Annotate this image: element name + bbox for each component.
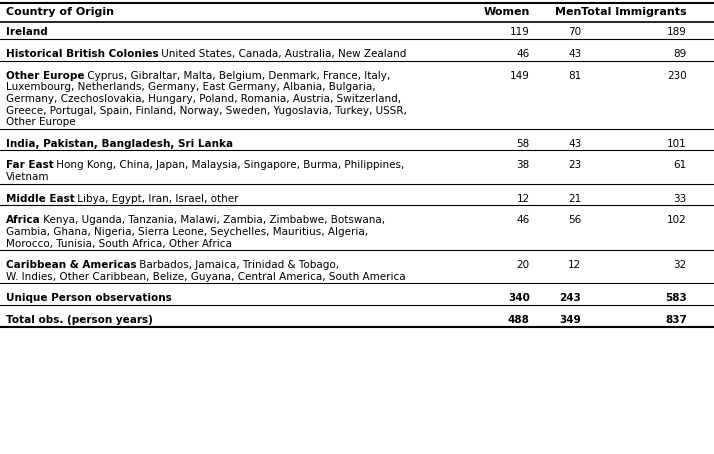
Text: Kenya, Uganda, Tanzania, Malawi, Zambia, Zimbabwe, Botswana,: Kenya, Uganda, Tanzania, Malawi, Zambia,… (41, 215, 386, 225)
Text: Cyprus, Gibraltar, Malta, Belgium, Denmark, France, Italy,: Cyprus, Gibraltar, Malta, Belgium, Denma… (84, 71, 391, 81)
Text: 46: 46 (516, 49, 530, 59)
Text: 20: 20 (517, 260, 530, 270)
Text: 583: 583 (665, 293, 687, 303)
Text: 23: 23 (568, 160, 581, 170)
Text: W. Indies, Other Caribbean, Belize, Guyana, Central America, South America: W. Indies, Other Caribbean, Belize, Guya… (6, 272, 406, 282)
Text: Men: Men (555, 7, 581, 17)
Text: 38: 38 (516, 160, 530, 170)
Text: 43: 43 (568, 49, 581, 59)
Text: Historical British Colonies: Historical British Colonies (6, 49, 159, 59)
Text: Greece, Portugal, Spain, Finland, Norway, Sweden, Yugoslavia, Turkey, USSR,: Greece, Portugal, Spain, Finland, Norway… (6, 105, 406, 115)
Text: 58: 58 (516, 139, 530, 149)
Text: 33: 33 (673, 194, 687, 204)
Text: Country of Origin: Country of Origin (6, 7, 114, 17)
Text: Total Immigrants: Total Immigrants (581, 7, 687, 17)
Text: 43: 43 (568, 139, 581, 149)
Text: 102: 102 (667, 215, 687, 225)
Text: 149: 149 (510, 71, 530, 81)
Text: Other Europe: Other Europe (6, 117, 76, 127)
Text: Barbados, Jamaica, Trinidad & Tobago,: Barbados, Jamaica, Trinidad & Tobago, (136, 260, 339, 270)
Text: Ireland: Ireland (6, 27, 47, 37)
Text: 488: 488 (508, 315, 530, 325)
Text: India, Pakistan, Bangladesh, Sri Lanka: India, Pakistan, Bangladesh, Sri Lanka (6, 139, 233, 149)
Text: 89: 89 (673, 49, 687, 59)
Text: Women: Women (483, 7, 530, 17)
Text: Morocco, Tunisia, South Africa, Other Africa: Morocco, Tunisia, South Africa, Other Af… (6, 238, 231, 248)
Text: 349: 349 (560, 315, 581, 325)
Text: 12: 12 (516, 194, 530, 204)
Text: Hong Kong, China, Japan, Malaysia, Singapore, Burma, Philippines,: Hong Kong, China, Japan, Malaysia, Singa… (54, 160, 405, 170)
Text: 837: 837 (665, 315, 687, 325)
Text: 56: 56 (568, 215, 581, 225)
Text: Luxembourg, Netherlands, Germany, East Germany, Albania, Bulgaria,: Luxembourg, Netherlands, Germany, East G… (6, 82, 376, 92)
Text: 101: 101 (667, 139, 687, 149)
Text: 12: 12 (568, 260, 581, 270)
Text: Caribbean & Americas: Caribbean & Americas (6, 260, 136, 270)
Text: 119: 119 (510, 27, 530, 37)
Text: 46: 46 (516, 215, 530, 225)
Text: 189: 189 (667, 27, 687, 37)
Text: Other Europe: Other Europe (6, 71, 84, 81)
Text: Total obs. (person years): Total obs. (person years) (6, 315, 153, 325)
Text: Africa: Africa (6, 215, 41, 225)
Text: Vietnam: Vietnam (6, 172, 49, 182)
Text: United States, Canada, Australia, New Zealand: United States, Canada, Australia, New Ze… (159, 49, 407, 59)
Text: 21: 21 (568, 194, 581, 204)
Text: Germany, Czechoslovakia, Hungary, Poland, Romania, Austria, Switzerland,: Germany, Czechoslovakia, Hungary, Poland… (6, 94, 401, 104)
Text: 70: 70 (568, 27, 581, 37)
Text: Unique Person observations: Unique Person observations (6, 293, 171, 303)
Text: Gambia, Ghana, Nigeria, Sierra Leone, Seychelles, Mauritius, Algeria,: Gambia, Ghana, Nigeria, Sierra Leone, Se… (6, 227, 368, 237)
Text: Libya, Egypt, Iran, Israel, other: Libya, Egypt, Iran, Israel, other (74, 194, 239, 204)
Text: 230: 230 (667, 71, 687, 81)
Text: 243: 243 (559, 293, 581, 303)
Text: 32: 32 (673, 260, 687, 270)
Text: Far East: Far East (6, 160, 54, 170)
Text: 61: 61 (673, 160, 687, 170)
Text: Middle East: Middle East (6, 194, 74, 204)
Text: 340: 340 (508, 293, 530, 303)
Text: 81: 81 (568, 71, 581, 81)
